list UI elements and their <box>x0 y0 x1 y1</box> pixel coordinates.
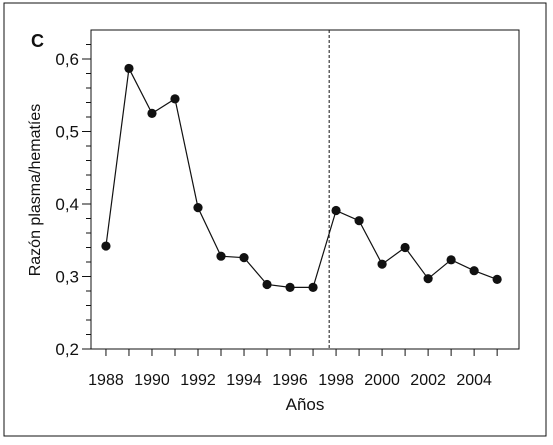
data-point <box>469 266 479 276</box>
data-point <box>170 94 180 104</box>
x-axis-label: Años <box>286 395 325 414</box>
data-point <box>262 279 272 290</box>
data-point <box>377 259 387 269</box>
data-point <box>193 203 203 213</box>
data-point <box>331 205 341 216</box>
x-tick-label: 1988 <box>88 372 124 389</box>
data-point <box>285 282 295 292</box>
x-tick-label: 2000 <box>364 372 400 389</box>
data-point <box>400 242 410 253</box>
y-axis: 0,2 0,3 0,4 0,5 0,6 <box>55 44 91 359</box>
data-point <box>354 216 364 226</box>
x-tick-label: 2002 <box>410 372 446 389</box>
data-point <box>239 253 249 263</box>
x-tick-label: 2004 <box>456 372 492 389</box>
data-point <box>423 274 433 284</box>
data-point <box>308 282 318 292</box>
data-point <box>446 255 456 265</box>
data-point <box>101 241 111 251</box>
y-tick-label: 0,2 <box>55 340 79 359</box>
data-series <box>101 63 502 292</box>
y-tick-label: 0,3 <box>55 268 79 287</box>
x-tick-label: 1998 <box>318 372 354 389</box>
data-point <box>147 108 157 118</box>
y-tick-label: 0,5 <box>55 123 79 142</box>
figure-border <box>3 2 547 437</box>
data-point <box>492 274 502 284</box>
x-axis: 1988 1990 1992 1994 1996 1998 2000 2002 2004 <box>88 349 498 389</box>
data-point <box>124 63 134 74</box>
x-tick-label: 1994 <box>226 372 262 389</box>
y-tick-label: 0,4 <box>55 195 79 214</box>
y-tick-label: 0,6 <box>55 50 79 69</box>
x-tick-label: 1990 <box>134 372 170 389</box>
x-tick-label: 1996 <box>272 372 308 389</box>
x-tick-label: 1992 <box>180 372 216 389</box>
y-axis-label: Razón plasma/hematíes <box>27 104 44 277</box>
data-point <box>216 251 226 261</box>
panel-label: C <box>31 31 44 51</box>
